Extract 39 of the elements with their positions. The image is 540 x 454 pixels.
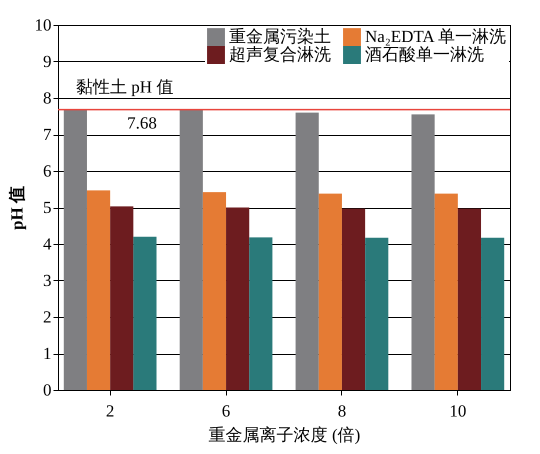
- y-tick-label: 8: [43, 88, 52, 108]
- y-axis-title: pH 值: [8, 186, 26, 230]
- annotation: 7.68: [127, 114, 157, 133]
- bar: [434, 194, 458, 390]
- y-tick-label: 2: [43, 308, 52, 326]
- legend-label: 酒石酸单一淋洗: [365, 45, 484, 64]
- bar: [64, 110, 87, 390]
- bar: [296, 112, 319, 390]
- x-tick-label: 2: [106, 402, 114, 420]
- legend-label: 超声复合淋洗: [229, 45, 331, 64]
- bar: [226, 208, 250, 390]
- bar: [86, 190, 110, 390]
- bar: [458, 208, 482, 390]
- y-tick-label: 0: [43, 380, 52, 400]
- y-tick-label: 10: [34, 16, 52, 34]
- bar: [110, 206, 134, 390]
- ref-line-label: 黏性土 pH 值: [76, 78, 174, 97]
- x-tick-label: 6: [222, 402, 230, 420]
- bar: [342, 208, 366, 390]
- bar: [249, 237, 272, 390]
- bar: [180, 110, 203, 390]
- bar: [481, 238, 504, 390]
- y-tick-label: 3: [43, 271, 52, 290]
- y-tick-label: 9: [43, 52, 52, 71]
- legend-label: Na₂EDTA 单一淋洗: [365, 27, 506, 46]
- bar: [365, 238, 388, 390]
- x-axis-title: 重金属离子浓度 (倍): [208, 426, 360, 444]
- bar: [411, 114, 435, 390]
- y-tick-label: 1: [43, 344, 52, 363]
- x-tick-label: 8: [338, 402, 346, 420]
- x-tick-label: 10: [449, 402, 466, 420]
- y-tick-label: 7: [43, 125, 52, 144]
- bar: [202, 192, 226, 390]
- legend-label: 重金属污染土: [229, 27, 331, 46]
- y-tick-label: 4: [43, 234, 52, 254]
- bar: [133, 236, 157, 390]
- y-tick-label: 6: [43, 162, 52, 180]
- bar: [318, 194, 342, 390]
- y-tick-label: 5: [43, 198, 52, 217]
